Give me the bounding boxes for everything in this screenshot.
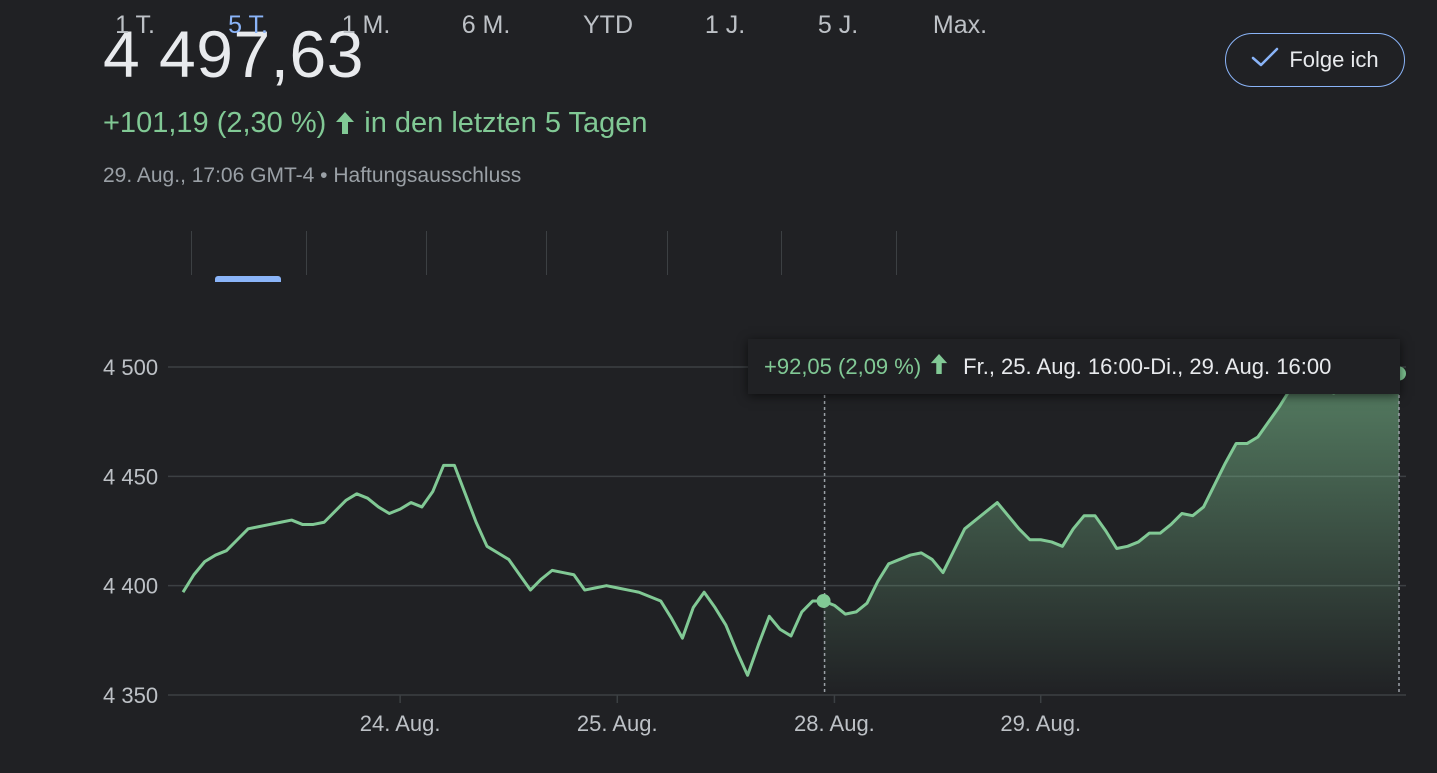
- tab-5-days[interactable]: 5 T.: [215, 0, 281, 50]
- tooltip-change: +92,05 (2,09 %): [764, 353, 922, 379]
- meta-separator: •: [320, 164, 328, 187]
- selection-point[interactable]: [816, 593, 831, 608]
- tooltip-range: Fr., 25. Aug. 16:00-Di., 29. Aug. 16:00: [963, 353, 1332, 379]
- follow-button-label: Folge ich: [1289, 47, 1379, 72]
- tab-label: YTD: [583, 11, 633, 39]
- tab-5-years[interactable]: 5 J.: [806, 0, 870, 50]
- tab-divider: [191, 231, 192, 275]
- price-change: +101,19 (2,30 %) in den letzten 5 Tagen: [103, 104, 648, 142]
- tab-label: 1 T.: [115, 11, 155, 39]
- quote-timestamp: 29. Aug., 17:06 GMT-4: [103, 164, 315, 187]
- tab-label: 1 M.: [341, 11, 391, 39]
- tab-divider: [306, 231, 307, 275]
- x-tick-label: 29. Aug.: [1000, 711, 1081, 736]
- change-value: +101,19 (2,30 %): [103, 107, 327, 139]
- follow-button[interactable]: Folge ich: [1225, 33, 1405, 87]
- tab-divider: [546, 231, 547, 275]
- arrow-up-icon: [929, 352, 949, 382]
- active-tab-indicator: [215, 276, 281, 282]
- quote-meta: 29. Aug., 17:06 GMT-4 • Haftungsausschlu…: [103, 162, 521, 190]
- tab-divider: [781, 231, 782, 275]
- tab-label: 5 J.: [817, 11, 859, 39]
- tab-1-day[interactable]: 1 T.: [105, 0, 165, 50]
- x-tick-label: 25. Aug.: [577, 711, 658, 736]
- tab-divider: [667, 231, 668, 275]
- tab-label: 5 T.: [228, 11, 268, 39]
- price-line: [181, 372, 1400, 677]
- tab-label: 1 J.: [704, 11, 746, 39]
- tab-ytd[interactable]: YTD: [572, 0, 644, 50]
- check-icon: [1251, 46, 1279, 74]
- tab-1-month[interactable]: 1 M.: [330, 0, 402, 50]
- selection-area: [823, 373, 1399, 695]
- tab-label: 6 M.: [461, 11, 511, 39]
- y-tick-label: 4 500: [103, 355, 158, 380]
- tab-divider: [896, 231, 897, 275]
- y-tick-label: 4 450: [103, 464, 158, 489]
- x-tick-label: 28. Aug.: [794, 711, 875, 736]
- tab-divider: [426, 231, 427, 275]
- y-tick-label: 4 350: [103, 683, 158, 708]
- change-period: in den letzten 5 Tagen: [364, 107, 648, 139]
- tab-label: Max.: [932, 11, 988, 39]
- disclaimer-link[interactable]: Haftungsausschluss: [333, 164, 522, 187]
- x-tick-label: 24. Aug.: [360, 711, 441, 736]
- arrow-up-icon: [334, 110, 356, 136]
- tab-max[interactable]: Max.: [920, 0, 1000, 50]
- tab-1-year[interactable]: 1 J.: [693, 0, 757, 50]
- y-tick-label: 4 400: [103, 574, 158, 599]
- tab-6-months[interactable]: 6 M.: [450, 0, 522, 50]
- current-price: 4 497,63: [103, 17, 364, 91]
- range-tooltip: +92,05 (2,09 %) Fr., 25. Aug. 16:00-Di.,…: [748, 339, 1400, 394]
